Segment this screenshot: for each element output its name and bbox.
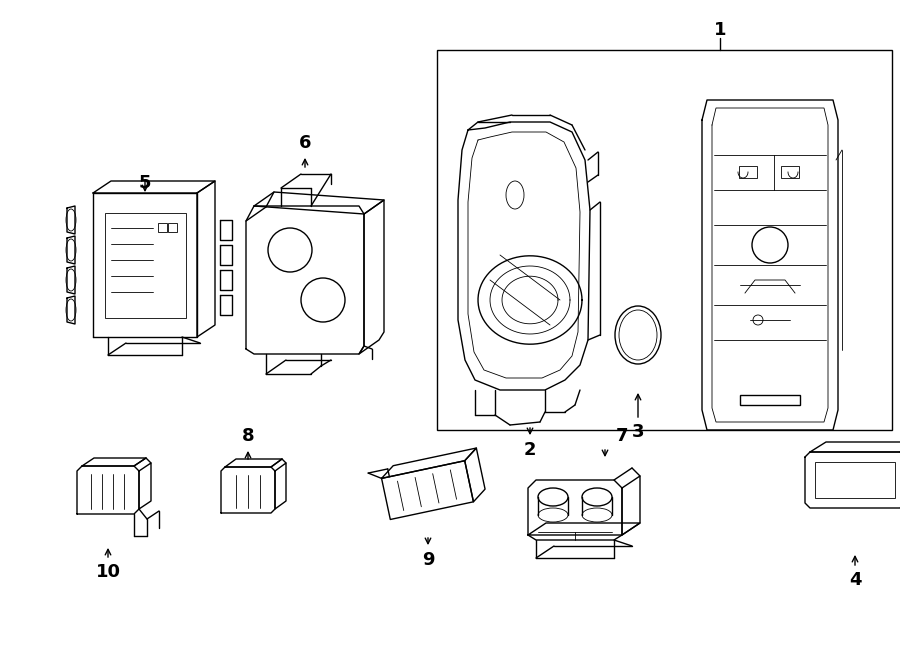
Bar bbox=[781, 166, 799, 178]
Text: 4: 4 bbox=[849, 571, 861, 589]
Bar bbox=[815, 462, 895, 498]
Text: 10: 10 bbox=[95, 563, 121, 581]
Text: 7: 7 bbox=[616, 427, 628, 445]
Text: 6: 6 bbox=[299, 134, 311, 152]
Bar bbox=[168, 223, 177, 232]
Bar bbox=[105, 213, 186, 318]
Bar bbox=[158, 223, 167, 232]
Bar bbox=[739, 166, 757, 178]
Bar bbox=[437, 50, 892, 430]
Text: 5: 5 bbox=[139, 174, 151, 192]
Text: 9: 9 bbox=[422, 551, 434, 569]
Text: 8: 8 bbox=[242, 427, 255, 445]
Text: 2: 2 bbox=[524, 441, 536, 459]
Text: 3: 3 bbox=[632, 423, 644, 441]
Text: 1: 1 bbox=[714, 21, 726, 39]
Bar bbox=[740, 395, 800, 405]
